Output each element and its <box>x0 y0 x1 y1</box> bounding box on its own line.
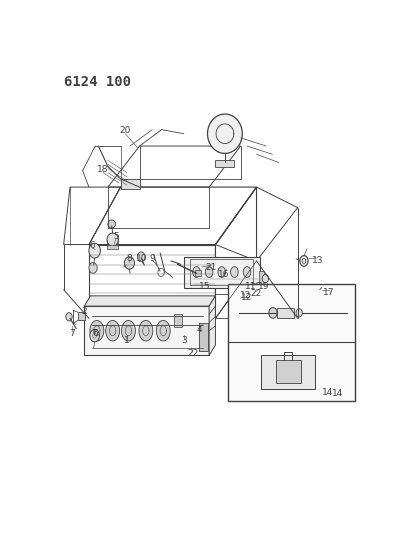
Text: 14: 14 <box>333 389 344 398</box>
Text: 21: 21 <box>206 263 217 272</box>
Polygon shape <box>122 320 135 341</box>
Polygon shape <box>139 320 153 341</box>
Text: 18: 18 <box>98 165 109 174</box>
Bar <box>184 257 259 288</box>
Bar <box>190 260 253 285</box>
Text: 1: 1 <box>124 336 130 345</box>
Bar <box>228 284 355 401</box>
Polygon shape <box>156 320 170 341</box>
Polygon shape <box>243 266 251 277</box>
Polygon shape <box>262 274 268 282</box>
Text: 4: 4 <box>196 326 202 334</box>
Text: 13: 13 <box>313 256 324 265</box>
Text: 17: 17 <box>323 288 335 297</box>
Text: 3: 3 <box>182 336 187 345</box>
Text: 6: 6 <box>89 241 95 251</box>
Bar <box>121 179 140 189</box>
Polygon shape <box>90 320 104 341</box>
Text: 15: 15 <box>199 282 211 291</box>
Bar <box>174 314 182 327</box>
Bar <box>199 322 208 351</box>
Polygon shape <box>209 296 215 356</box>
Polygon shape <box>300 256 308 266</box>
Text: 22: 22 <box>187 349 198 358</box>
Bar <box>277 308 295 318</box>
Polygon shape <box>137 252 145 262</box>
Polygon shape <box>107 245 118 249</box>
Text: 20: 20 <box>120 126 131 135</box>
Text: 5: 5 <box>113 232 119 241</box>
Polygon shape <box>124 257 135 269</box>
Polygon shape <box>310 290 322 295</box>
Text: 9: 9 <box>149 254 155 263</box>
Text: 6: 6 <box>92 329 98 338</box>
Bar <box>195 270 201 276</box>
Text: 22: 22 <box>250 289 262 298</box>
Polygon shape <box>89 263 97 273</box>
Polygon shape <box>78 312 85 320</box>
Bar <box>259 271 264 286</box>
Text: 14: 14 <box>322 388 333 397</box>
Polygon shape <box>106 320 120 341</box>
Polygon shape <box>90 329 100 342</box>
Text: 19: 19 <box>258 282 269 291</box>
Bar <box>215 160 234 166</box>
Polygon shape <box>231 266 238 277</box>
Text: 8: 8 <box>126 254 132 263</box>
Text: 10: 10 <box>136 254 148 263</box>
Text: 6124 100: 6124 100 <box>64 75 131 88</box>
Polygon shape <box>269 308 277 318</box>
Polygon shape <box>84 306 209 356</box>
Polygon shape <box>84 296 215 306</box>
Polygon shape <box>275 360 301 383</box>
Text: 16: 16 <box>217 270 229 279</box>
Polygon shape <box>108 220 115 228</box>
Polygon shape <box>107 233 118 246</box>
Text: 11: 11 <box>244 282 256 291</box>
Text: 7: 7 <box>69 329 75 338</box>
Text: 12: 12 <box>241 293 252 302</box>
Polygon shape <box>193 266 200 277</box>
Polygon shape <box>66 313 72 321</box>
Polygon shape <box>296 309 302 317</box>
Polygon shape <box>89 243 100 258</box>
Polygon shape <box>218 266 226 277</box>
Text: 12: 12 <box>240 290 251 300</box>
Polygon shape <box>208 114 242 154</box>
Polygon shape <box>261 354 315 389</box>
Polygon shape <box>205 266 213 277</box>
Text: 2: 2 <box>81 308 87 317</box>
